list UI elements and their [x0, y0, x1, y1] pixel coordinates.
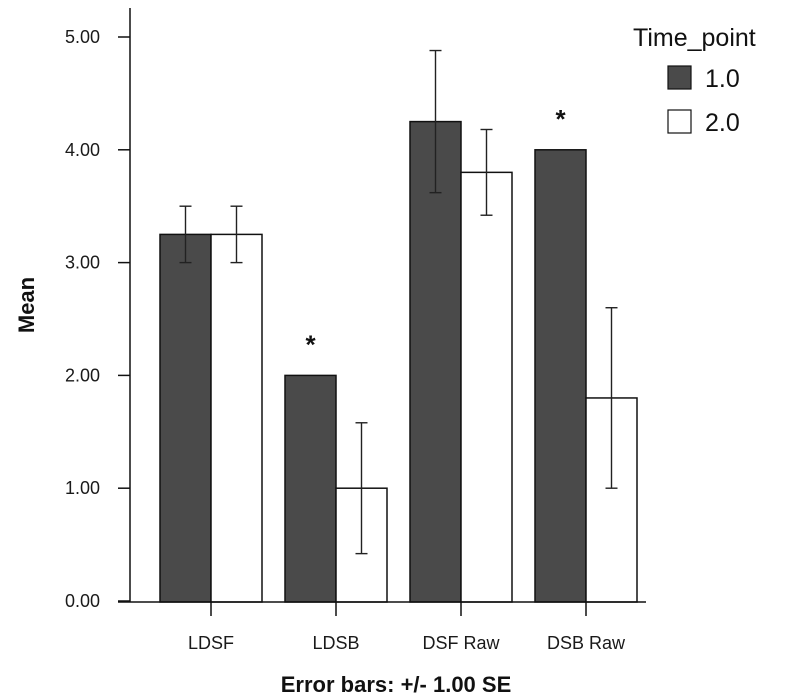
x-tick-label: LDSB [312, 633, 359, 653]
y-tick-label: 2.00 [65, 365, 100, 385]
x-axis-title: Error bars: +/- 1.00 SE [281, 672, 512, 697]
significance-star: * [305, 329, 316, 359]
legend-title: Time_point [633, 24, 756, 52]
legend-label-2-0: 2.0 [705, 109, 740, 137]
x-tick-label: LDSF [188, 633, 234, 653]
y-tick-label: 0.00 [65, 591, 100, 611]
y-ticks-group: 0.00 1.00 2.00 3.00 4.00 5.00 [65, 27, 130, 611]
y-tick-label: 3.00 [65, 253, 100, 273]
bar-ldsb-series-1 [284, 374, 337, 603]
y-tick-label: 4.00 [65, 140, 100, 160]
x-tick-label: DSB Raw [547, 633, 626, 653]
error-bars-group [179, 49, 618, 555]
y-tick-label: 1.00 [65, 478, 100, 498]
bar-ldsf-series-1 [159, 233, 212, 603]
legend: Time_point 1.0 2.0 [633, 24, 756, 137]
significance-markers: ** [305, 104, 566, 360]
y-axis-title: Mean [14, 277, 39, 333]
bar-dsf-raw-series-2 [460, 171, 513, 603]
significance-star: * [555, 104, 566, 134]
legend-swatch-2-0 [667, 109, 692, 134]
legend-label-1-0: 1.0 [705, 65, 740, 93]
legend-swatch-1-0 [667, 65, 692, 90]
bars-group [159, 120, 638, 603]
bar-ldsf-series-2 [210, 233, 263, 603]
x-tick-label: DSF Raw [422, 633, 500, 653]
bar-dsf-raw-series-1 [409, 120, 462, 603]
axes-group [118, 8, 646, 603]
x-ticks-group: LDSF LDSB DSF Raw DSB Raw [188, 602, 626, 653]
y-tick-label: 5.00 [65, 27, 100, 47]
bar-dsb-raw-series-1 [534, 149, 587, 603]
